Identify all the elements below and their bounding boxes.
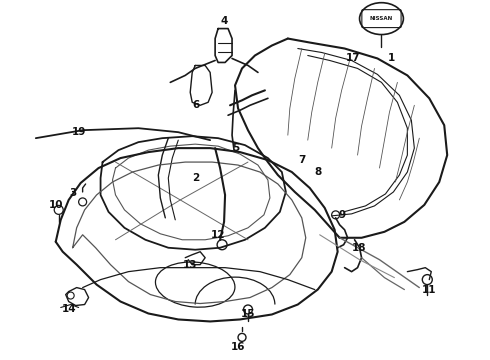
Text: 15: 15 xyxy=(241,310,255,319)
Text: 17: 17 xyxy=(346,54,361,63)
Text: 7: 7 xyxy=(298,155,305,165)
Text: 3: 3 xyxy=(69,188,76,198)
Text: 2: 2 xyxy=(193,173,200,183)
Text: 14: 14 xyxy=(61,305,76,315)
Text: NISSAN: NISSAN xyxy=(370,16,393,21)
Text: 6: 6 xyxy=(193,100,200,110)
Text: 19: 19 xyxy=(72,127,86,137)
Text: 18: 18 xyxy=(352,243,367,253)
Text: 9: 9 xyxy=(338,210,345,220)
Text: 11: 11 xyxy=(422,284,437,294)
Text: 13: 13 xyxy=(183,260,197,270)
Text: 16: 16 xyxy=(231,342,245,352)
Text: 12: 12 xyxy=(211,230,225,240)
Text: 10: 10 xyxy=(49,200,63,210)
Text: 8: 8 xyxy=(314,167,321,177)
Text: 1: 1 xyxy=(388,54,395,63)
Text: 5: 5 xyxy=(232,143,240,153)
Text: 4: 4 xyxy=(220,15,228,26)
